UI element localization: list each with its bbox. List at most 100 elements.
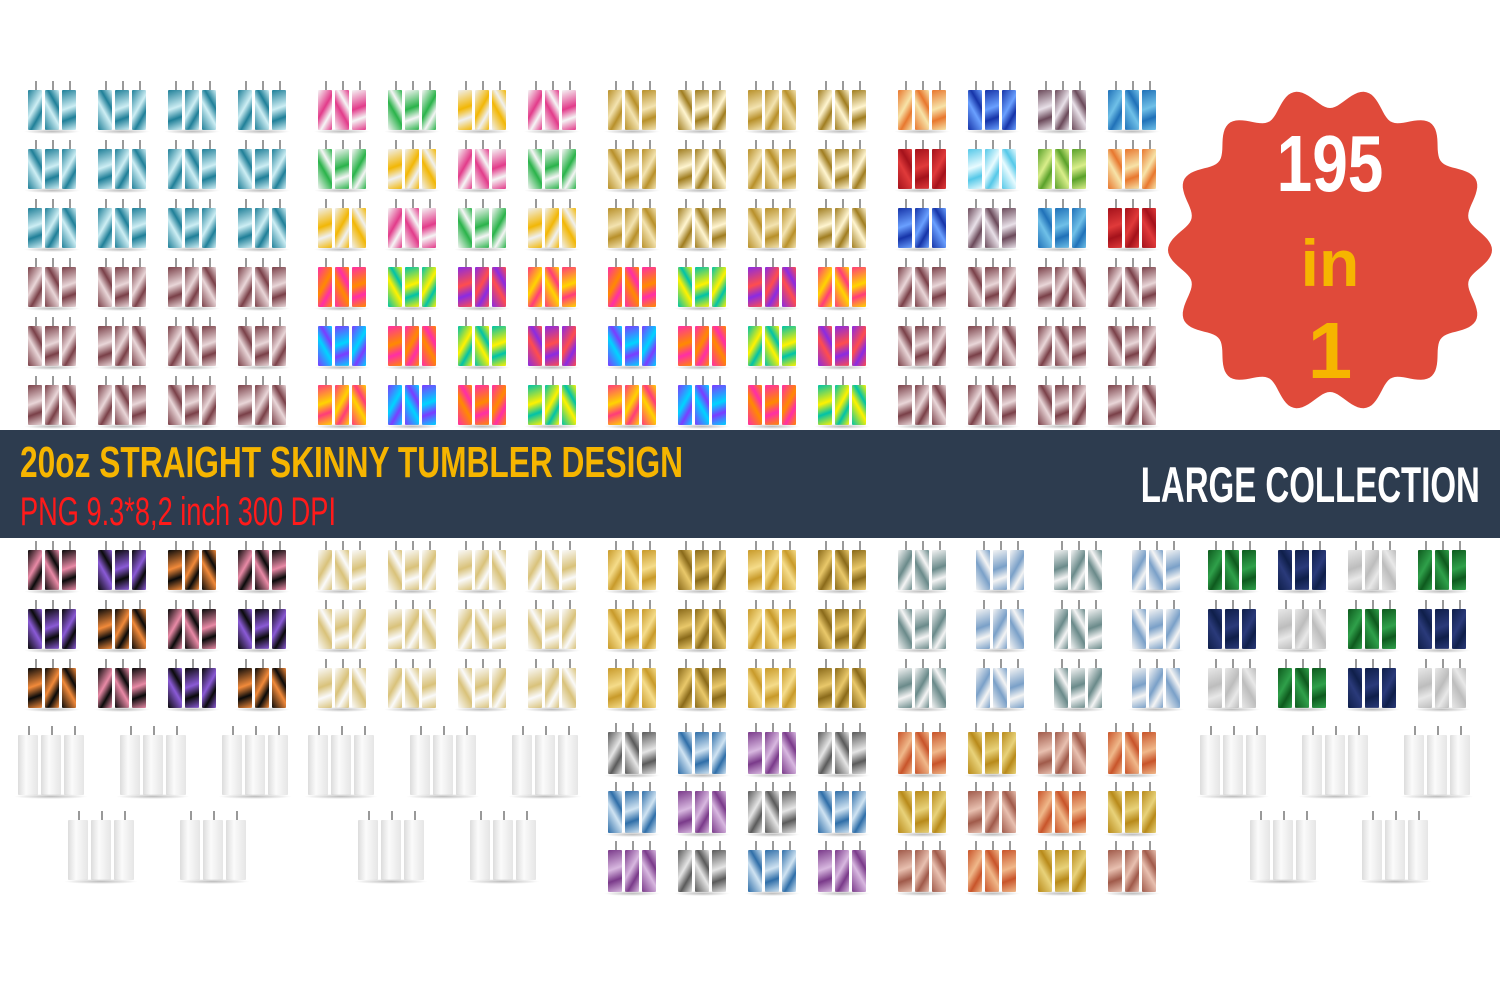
tumbler bbox=[915, 199, 929, 248]
tumbler bbox=[62, 81, 76, 130]
tumbler bbox=[1348, 600, 1362, 649]
tumbler bbox=[458, 600, 472, 649]
tumbler-set bbox=[814, 81, 870, 134]
tumbler bbox=[818, 723, 832, 774]
tumbler bbox=[835, 258, 849, 307]
tumbler bbox=[308, 726, 328, 795]
tumbler bbox=[1242, 659, 1256, 708]
tumbler-set bbox=[1104, 376, 1160, 429]
tumbler bbox=[115, 600, 129, 649]
tumbler bbox=[625, 841, 639, 892]
tumbler-set bbox=[164, 140, 220, 193]
tumbler-set bbox=[24, 258, 80, 311]
tumbler bbox=[115, 659, 129, 708]
tumbler-set bbox=[814, 782, 870, 837]
tumbler bbox=[1278, 600, 1292, 649]
tumbler bbox=[272, 600, 286, 649]
tumbler bbox=[1002, 841, 1016, 892]
tumbler bbox=[28, 600, 42, 649]
tumbler bbox=[1404, 726, 1424, 795]
tumbler bbox=[1295, 541, 1309, 590]
tumbler-set bbox=[744, 600, 800, 653]
tumbler bbox=[132, 317, 146, 366]
tumbler bbox=[852, 600, 866, 649]
tumbler-set bbox=[604, 782, 660, 837]
tumbler-set bbox=[14, 726, 88, 799]
tumbler bbox=[475, 258, 489, 307]
tumbler-set bbox=[384, 81, 440, 134]
tumbler bbox=[475, 140, 489, 189]
tumbler-set bbox=[94, 258, 150, 311]
tumbler bbox=[114, 811, 134, 880]
tumbler-set bbox=[1034, 199, 1090, 252]
tumbler bbox=[678, 782, 692, 833]
tumbler bbox=[1296, 811, 1316, 880]
tumbler bbox=[818, 600, 832, 649]
tumbler bbox=[238, 600, 252, 649]
tumbler-set bbox=[814, 723, 870, 778]
tumbler bbox=[968, 723, 982, 774]
tumbler bbox=[642, 723, 656, 774]
tumbler-set bbox=[814, 600, 870, 653]
tumbler bbox=[388, 659, 402, 708]
tumbler bbox=[202, 659, 216, 708]
tumbler bbox=[422, 81, 436, 130]
tumbler bbox=[98, 199, 112, 248]
tumbler-set bbox=[1358, 811, 1432, 884]
tumbler-set bbox=[674, 541, 730, 594]
tumbler bbox=[1142, 258, 1156, 307]
tumbler bbox=[748, 841, 762, 892]
tumbler bbox=[642, 659, 656, 708]
tumbler bbox=[1149, 541, 1163, 590]
tumbler-set bbox=[972, 659, 1028, 712]
tumbler bbox=[748, 140, 762, 189]
tumbler bbox=[132, 258, 146, 307]
tumbler bbox=[1418, 541, 1432, 590]
tumbler bbox=[185, 81, 199, 130]
tumbler-set bbox=[814, 258, 870, 311]
tumbler bbox=[28, 541, 42, 590]
tumbler bbox=[405, 258, 419, 307]
tumbler-set bbox=[1034, 376, 1090, 429]
tumbler bbox=[405, 659, 419, 708]
tumbler bbox=[985, 723, 999, 774]
tumbler bbox=[422, 376, 436, 425]
tumbler bbox=[62, 659, 76, 708]
tumbler bbox=[678, 258, 692, 307]
tumbler bbox=[562, 81, 576, 130]
tumbler-set bbox=[176, 811, 250, 884]
tumbler bbox=[1072, 782, 1086, 833]
tumbler-set bbox=[1204, 600, 1260, 653]
tumbler-set bbox=[894, 600, 950, 653]
tumbler bbox=[545, 600, 559, 649]
tumbler-set bbox=[234, 258, 290, 311]
tumbler-set bbox=[674, 841, 730, 896]
tumbler bbox=[318, 376, 332, 425]
tumbler bbox=[352, 317, 366, 366]
tumbler bbox=[976, 600, 990, 649]
tumbler bbox=[545, 376, 559, 425]
tumbler bbox=[695, 541, 709, 590]
tumbler bbox=[932, 317, 946, 366]
tumbler bbox=[1223, 726, 1243, 795]
tumbler bbox=[545, 81, 559, 130]
tumbler bbox=[458, 81, 472, 130]
tumbler bbox=[1055, 376, 1069, 425]
tumbler-set bbox=[524, 376, 580, 429]
tumbler bbox=[1435, 600, 1449, 649]
tumbler bbox=[625, 782, 639, 833]
tumbler bbox=[642, 376, 656, 425]
tumbler bbox=[818, 81, 832, 130]
tumbler bbox=[835, 376, 849, 425]
tumbler bbox=[238, 376, 252, 425]
tumbler-set bbox=[604, 600, 660, 653]
tumbler bbox=[782, 376, 796, 425]
tumbler bbox=[835, 841, 849, 892]
tumbler bbox=[1002, 782, 1016, 833]
tumbler bbox=[1250, 811, 1270, 880]
tumbler bbox=[898, 600, 912, 649]
tumbler-set bbox=[964, 258, 1020, 311]
tumbler bbox=[782, 258, 796, 307]
tumbler-set bbox=[604, 376, 660, 429]
tumbler bbox=[748, 199, 762, 248]
